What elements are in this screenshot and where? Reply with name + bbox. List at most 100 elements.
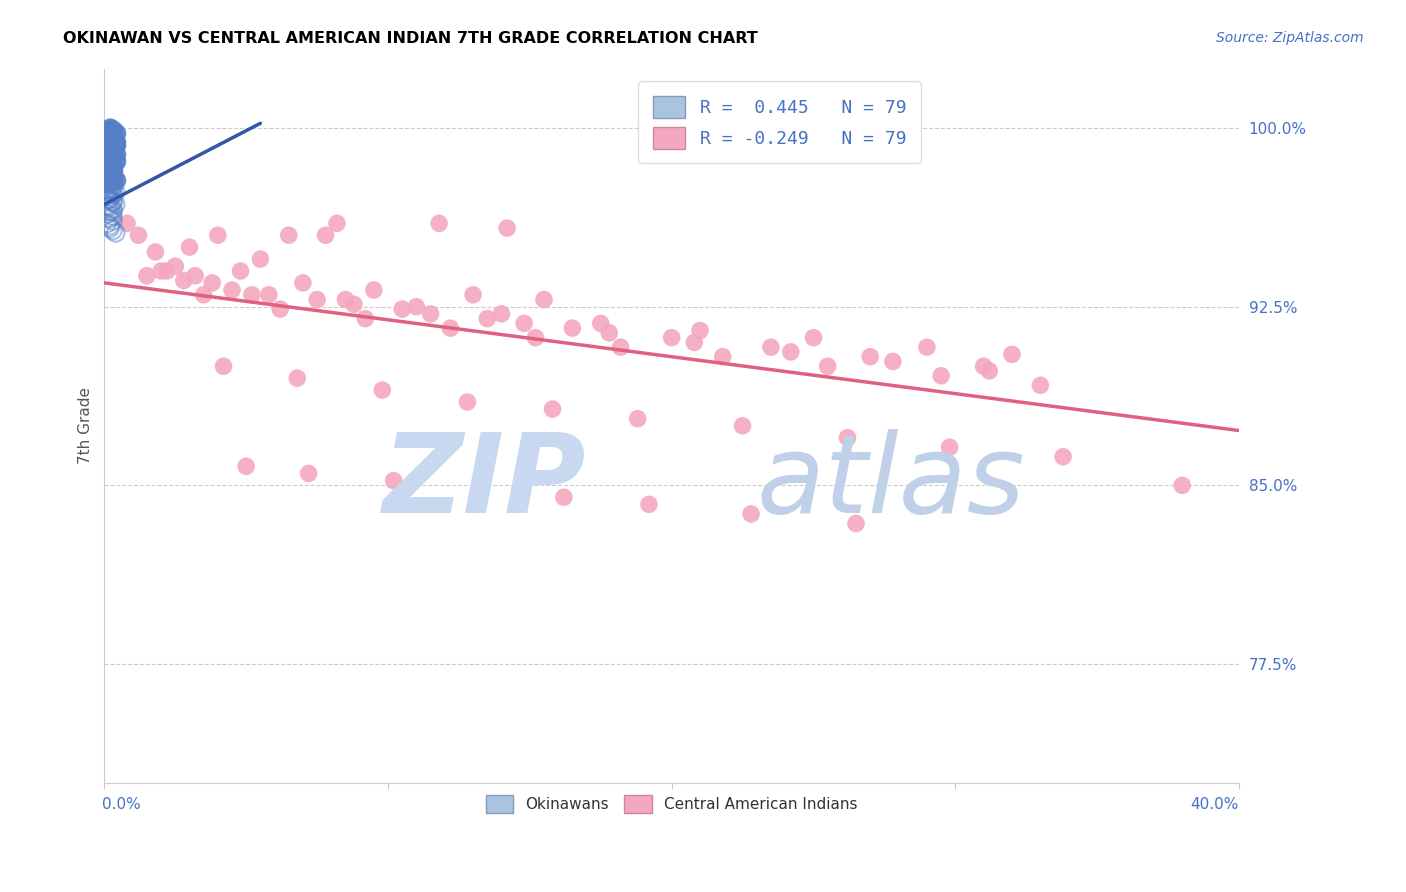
Point (96, 159, 118, 173)
Point (101, 128, 124, 143)
Point (193, 287, 215, 301)
Point (221, 283, 243, 297)
Y-axis label: 7th Grade: 7th Grade (79, 387, 93, 464)
Point (817, 359, 839, 374)
Point (1029, 378, 1052, 392)
Point (98, 145, 121, 159)
Point (201, 276, 224, 290)
Point (98, 140, 121, 154)
Point (96, 169, 118, 183)
Point (96, 200, 118, 214)
Point (96, 183, 118, 197)
Point (101, 123, 124, 137)
Point (104, 147, 127, 161)
Point (98, 143, 121, 157)
Point (307, 293, 329, 307)
Point (98, 152, 121, 166)
Point (731, 418, 754, 433)
Point (173, 273, 195, 287)
Point (135, 268, 157, 283)
Point (98, 171, 121, 186)
Point (156, 264, 179, 278)
Point (598, 326, 620, 340)
Point (96, 150, 118, 164)
Point (98, 180, 121, 194)
Point (661, 331, 683, 345)
Point (101, 123, 124, 137)
Point (98, 152, 121, 166)
Point (335, 293, 357, 307)
Point (98, 164, 121, 178)
Point (98, 171, 121, 186)
Point (98, 130, 121, 145)
Point (104, 226, 127, 240)
Point (98, 136, 121, 150)
Point (101, 173, 124, 187)
Point (98, 204, 121, 219)
Point (541, 402, 564, 417)
Point (212, 359, 235, 374)
Point (96, 187, 118, 202)
Point (101, 194, 124, 209)
Point (249, 252, 271, 266)
Point (101, 157, 124, 171)
Point (491, 307, 513, 321)
Point (101, 204, 124, 219)
Point (553, 490, 575, 504)
Point (98, 137, 121, 152)
Point (882, 354, 904, 368)
Point (101, 223, 124, 237)
Point (98, 152, 121, 166)
Point (98, 186, 121, 200)
Point (1052, 450, 1074, 464)
Point (683, 335, 706, 350)
Point (184, 268, 207, 283)
Point (759, 340, 782, 354)
Point (207, 228, 229, 243)
Point (973, 359, 995, 374)
Point (456, 395, 478, 409)
Point (104, 137, 127, 152)
Point (101, 171, 124, 186)
Point (96, 166, 118, 180)
Point (101, 136, 124, 150)
Point (803, 331, 825, 345)
Point (98, 166, 121, 180)
Point (101, 202, 124, 216)
Point (101, 178, 124, 193)
Point (101, 159, 124, 173)
Point (96, 207, 118, 221)
Point (101, 187, 124, 202)
Point (104, 186, 127, 200)
Point (229, 264, 252, 278)
Point (98, 164, 121, 178)
Point (98, 200, 121, 214)
Point (711, 350, 734, 364)
Point (96, 143, 118, 157)
Point (96, 130, 118, 145)
Point (98, 157, 121, 171)
Point (101, 130, 124, 145)
Point (1001, 347, 1024, 361)
Point (104, 154, 127, 169)
Point (589, 317, 612, 331)
Point (98, 157, 121, 171)
Text: Source: ZipAtlas.com: Source: ZipAtlas.com (1216, 31, 1364, 45)
Point (326, 216, 349, 230)
Point (104, 147, 127, 161)
Point (98, 136, 121, 150)
Point (96, 133, 118, 147)
Text: atlas: atlas (756, 429, 1025, 536)
Point (98, 145, 121, 159)
Point (101, 164, 124, 178)
Point (101, 180, 124, 194)
Point (96, 123, 118, 137)
Point (363, 283, 385, 297)
Point (98, 147, 121, 161)
Point (101, 209, 124, 223)
Point (257, 287, 280, 301)
Point (638, 497, 661, 511)
Text: 0.0%: 0.0% (101, 797, 141, 813)
Point (98, 152, 121, 166)
Point (104, 126, 127, 140)
